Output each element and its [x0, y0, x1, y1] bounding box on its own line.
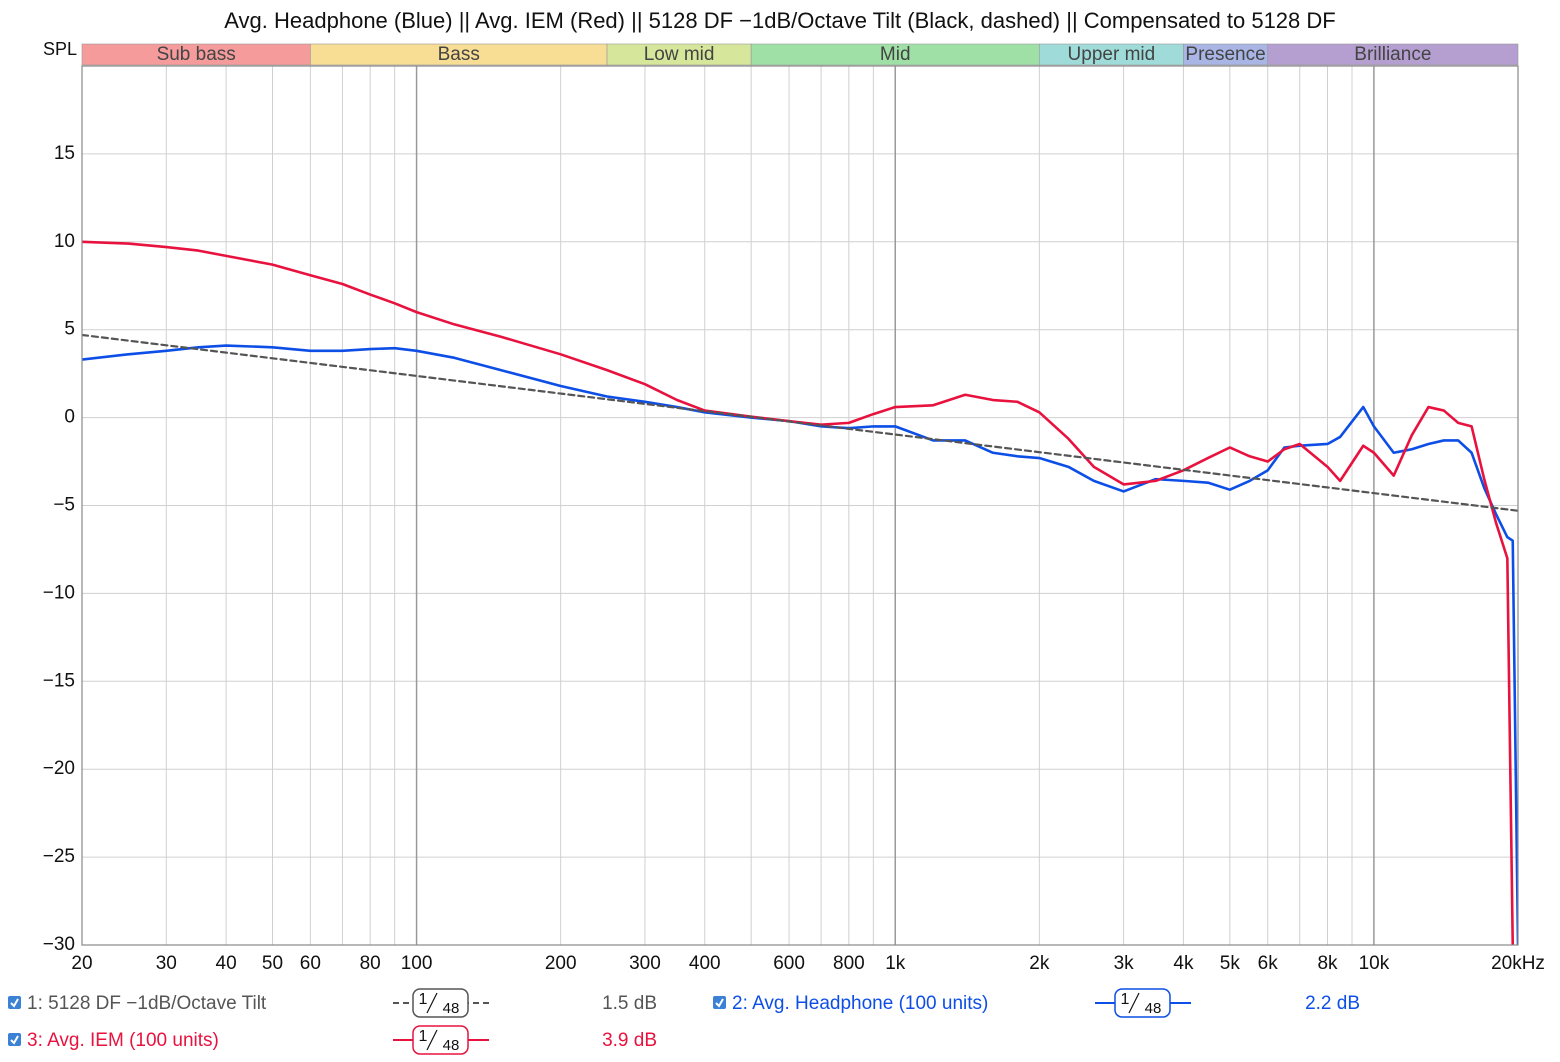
plot: [82, 240, 1518, 945]
legend-value: 2.2 dB: [1305, 993, 1360, 1014]
x-tick-label: 600: [773, 953, 805, 974]
smoothing-slash: [426, 1029, 438, 1051]
plot-frame: [81, 65, 1519, 946]
band-label: Sub bass: [157, 44, 236, 65]
x-tick-label: 3k: [1114, 953, 1135, 974]
x-tick-label: 1k: [885, 953, 906, 974]
band-label: Mid: [880, 44, 911, 65]
x-tick-label: 50: [262, 953, 283, 974]
x-tick-label: 5k: [1220, 953, 1241, 974]
series-line: [82, 333, 1518, 512]
band: [1267, 43, 1519, 66]
legend-value: 3.9 dB: [602, 1030, 657, 1051]
x-tick-label: 200: [545, 953, 577, 974]
smoothing-slash: [1128, 992, 1140, 1014]
x-tick-label: 80: [360, 953, 381, 974]
y-tick-label: 10: [54, 231, 75, 252]
y-tick-label: −30: [43, 934, 75, 955]
x-tick-label: 6k: [1258, 953, 1279, 974]
x-tick-label: 20kHz: [1491, 953, 1545, 974]
x-tick-label: 100: [401, 953, 433, 974]
smoothing-numerator: 1: [419, 1028, 428, 1045]
smoothing-box[interactable]: [1114, 988, 1171, 1018]
y-tick-label: 5: [64, 319, 75, 340]
y-tick-label: −10: [43, 582, 75, 603]
series-line: [82, 240, 1515, 945]
series-line: [82, 344, 1518, 945]
x-tick-label: 20: [71, 953, 92, 974]
x-tick-label: 4k: [1173, 953, 1194, 974]
band-label: Upper mid: [1068, 44, 1156, 65]
y-tick-label: −15: [43, 670, 75, 691]
legend-label: 2: Avg. Headphone (100 units): [732, 993, 988, 1014]
x-tick-label: 300: [629, 953, 661, 974]
legend-check: [10, 1035, 19, 1045]
y-tick-label: 0: [64, 407, 75, 428]
x-tick-label: 8k: [1317, 953, 1338, 974]
smoothing-box[interactable]: [412, 988, 469, 1018]
chart-title: Avg. Headphone (Blue) || Avg. IEM (Red) …: [224, 8, 1335, 33]
x-tick-label: 10k: [1359, 953, 1390, 974]
x-tick-label: 2k: [1029, 953, 1050, 974]
legend-entry: 1: 5128 DF −1dB/Octave Tilt 1 48 1.5 dB: [8, 988, 657, 1018]
smoothing-denominator: 48: [443, 1000, 460, 1017]
x-tick-label: 60: [300, 953, 321, 974]
x-tick-label: 400: [689, 953, 721, 974]
band-label: Low mid: [644, 44, 715, 65]
smoothing-numerator: 1: [1121, 991, 1130, 1008]
smoothing-denominator: 48: [443, 1037, 460, 1054]
x-tick-label: 30: [156, 953, 177, 974]
smoothing-denominator: 48: [1145, 1000, 1162, 1017]
band-label: Presence: [1185, 44, 1265, 65]
y-tick-label: −25: [43, 846, 75, 867]
smoothing-slash: [426, 992, 438, 1014]
y-tick-label: −5: [53, 495, 75, 516]
legend-check: [10, 998, 19, 1008]
y-axis-label: SPL: [43, 39, 77, 59]
legend-label: 1: 5128 DF −1dB/Octave Tilt: [27, 993, 267, 1014]
smoothing-numerator: 1: [419, 991, 428, 1008]
x-tick-label: 800: [833, 953, 865, 974]
smoothing-box[interactable]: [412, 1025, 469, 1055]
legend-check: [715, 998, 724, 1008]
band-label: Brilliance: [1354, 44, 1431, 65]
y-tick-label: −20: [43, 758, 75, 779]
y-tick-label: 15: [54, 143, 75, 164]
band-label: Bass: [438, 44, 480, 65]
x-tick-label: 40: [216, 953, 237, 974]
legend-label: 3: Avg. IEM (100 units): [27, 1030, 219, 1051]
legend-value: 1.5 dB: [602, 993, 657, 1014]
legend-entry: 2: Avg. Headphone (100 units) 1 48 2.2 dB: [713, 988, 1360, 1018]
legend-entry: 3: Avg. IEM (100 units) 1 48 3.9 dB: [8, 1025, 657, 1055]
